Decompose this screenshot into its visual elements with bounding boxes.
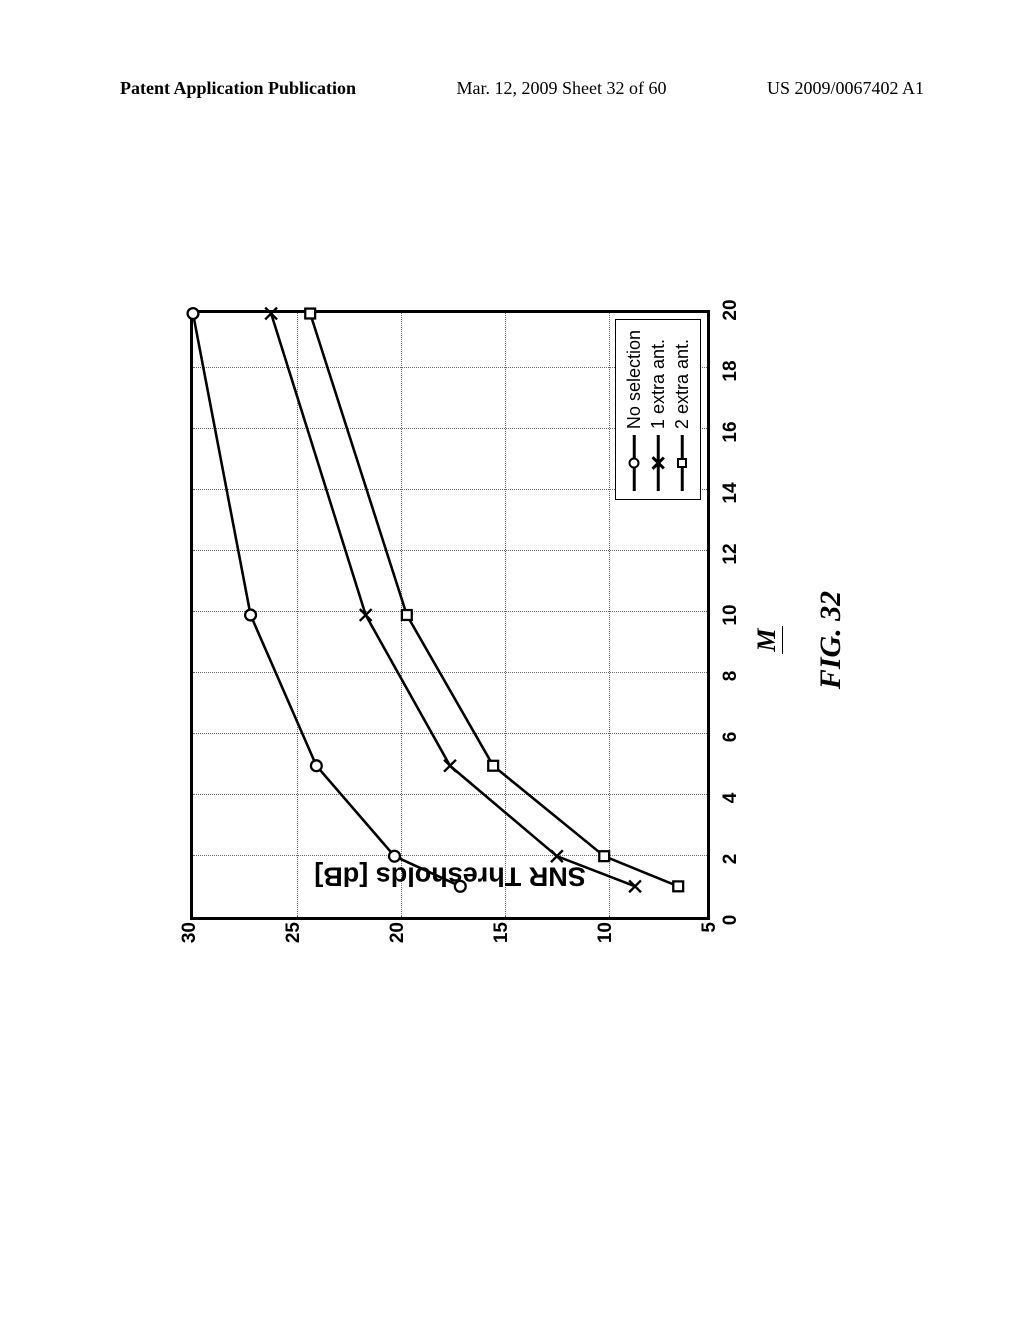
y-axis-label: SNR Thresholds [dB]: [314, 861, 586, 892]
chart-legend: No selection 1 extra ant. 2 extra ant.: [615, 319, 701, 500]
legend-label: 1 extra ant.: [648, 339, 669, 429]
x-tick-label: 20: [720, 299, 742, 320]
y-tick-label: 25: [283, 922, 305, 950]
header-left: Patent Application Publication: [120, 78, 356, 99]
plot-area: No selection 1 extra ant. 2 extra ant.: [190, 310, 710, 920]
square-marker-icon: [677, 458, 687, 468]
circle-marker-icon: [629, 458, 640, 469]
legend-item: 1 extra ant.: [646, 330, 670, 491]
x-tick-label: 2: [720, 854, 742, 865]
legend-item: 2 extra ant.: [670, 330, 694, 491]
header-right: US 2009/0067402 A1: [767, 78, 924, 99]
x-tick-label: 18: [720, 360, 742, 381]
legend-label: 2 extra ant.: [672, 339, 693, 429]
y-tick-label: 15: [491, 922, 513, 950]
legend-label: No selection: [624, 330, 645, 429]
legend-item: No selection: [622, 330, 646, 491]
y-tick-label: 5: [699, 922, 721, 950]
y-tick-label: 20: [387, 922, 409, 950]
figure-container: No selection 1 extra ant. 2 extra ant. S…: [160, 250, 860, 1030]
x-tick-label: 6: [720, 732, 742, 743]
x-tick-label: 0: [720, 915, 742, 926]
x-tick-label: 16: [720, 421, 742, 442]
x-tick-label: 10: [720, 604, 742, 625]
header-center: Mar. 12, 2009 Sheet 32 of 60: [457, 78, 667, 99]
figure-caption: FIG. 32: [814, 250, 848, 1030]
x-marker-icon: [651, 456, 665, 470]
x-tick-label: 4: [720, 793, 742, 804]
x-axis-label: M: [752, 250, 783, 1030]
y-tick-label: 10: [595, 922, 617, 950]
x-tick-label: 8: [720, 671, 742, 682]
y-tick-label: 30: [179, 922, 201, 950]
x-tick-label: 12: [720, 543, 742, 564]
x-tick-label: 14: [720, 482, 742, 503]
